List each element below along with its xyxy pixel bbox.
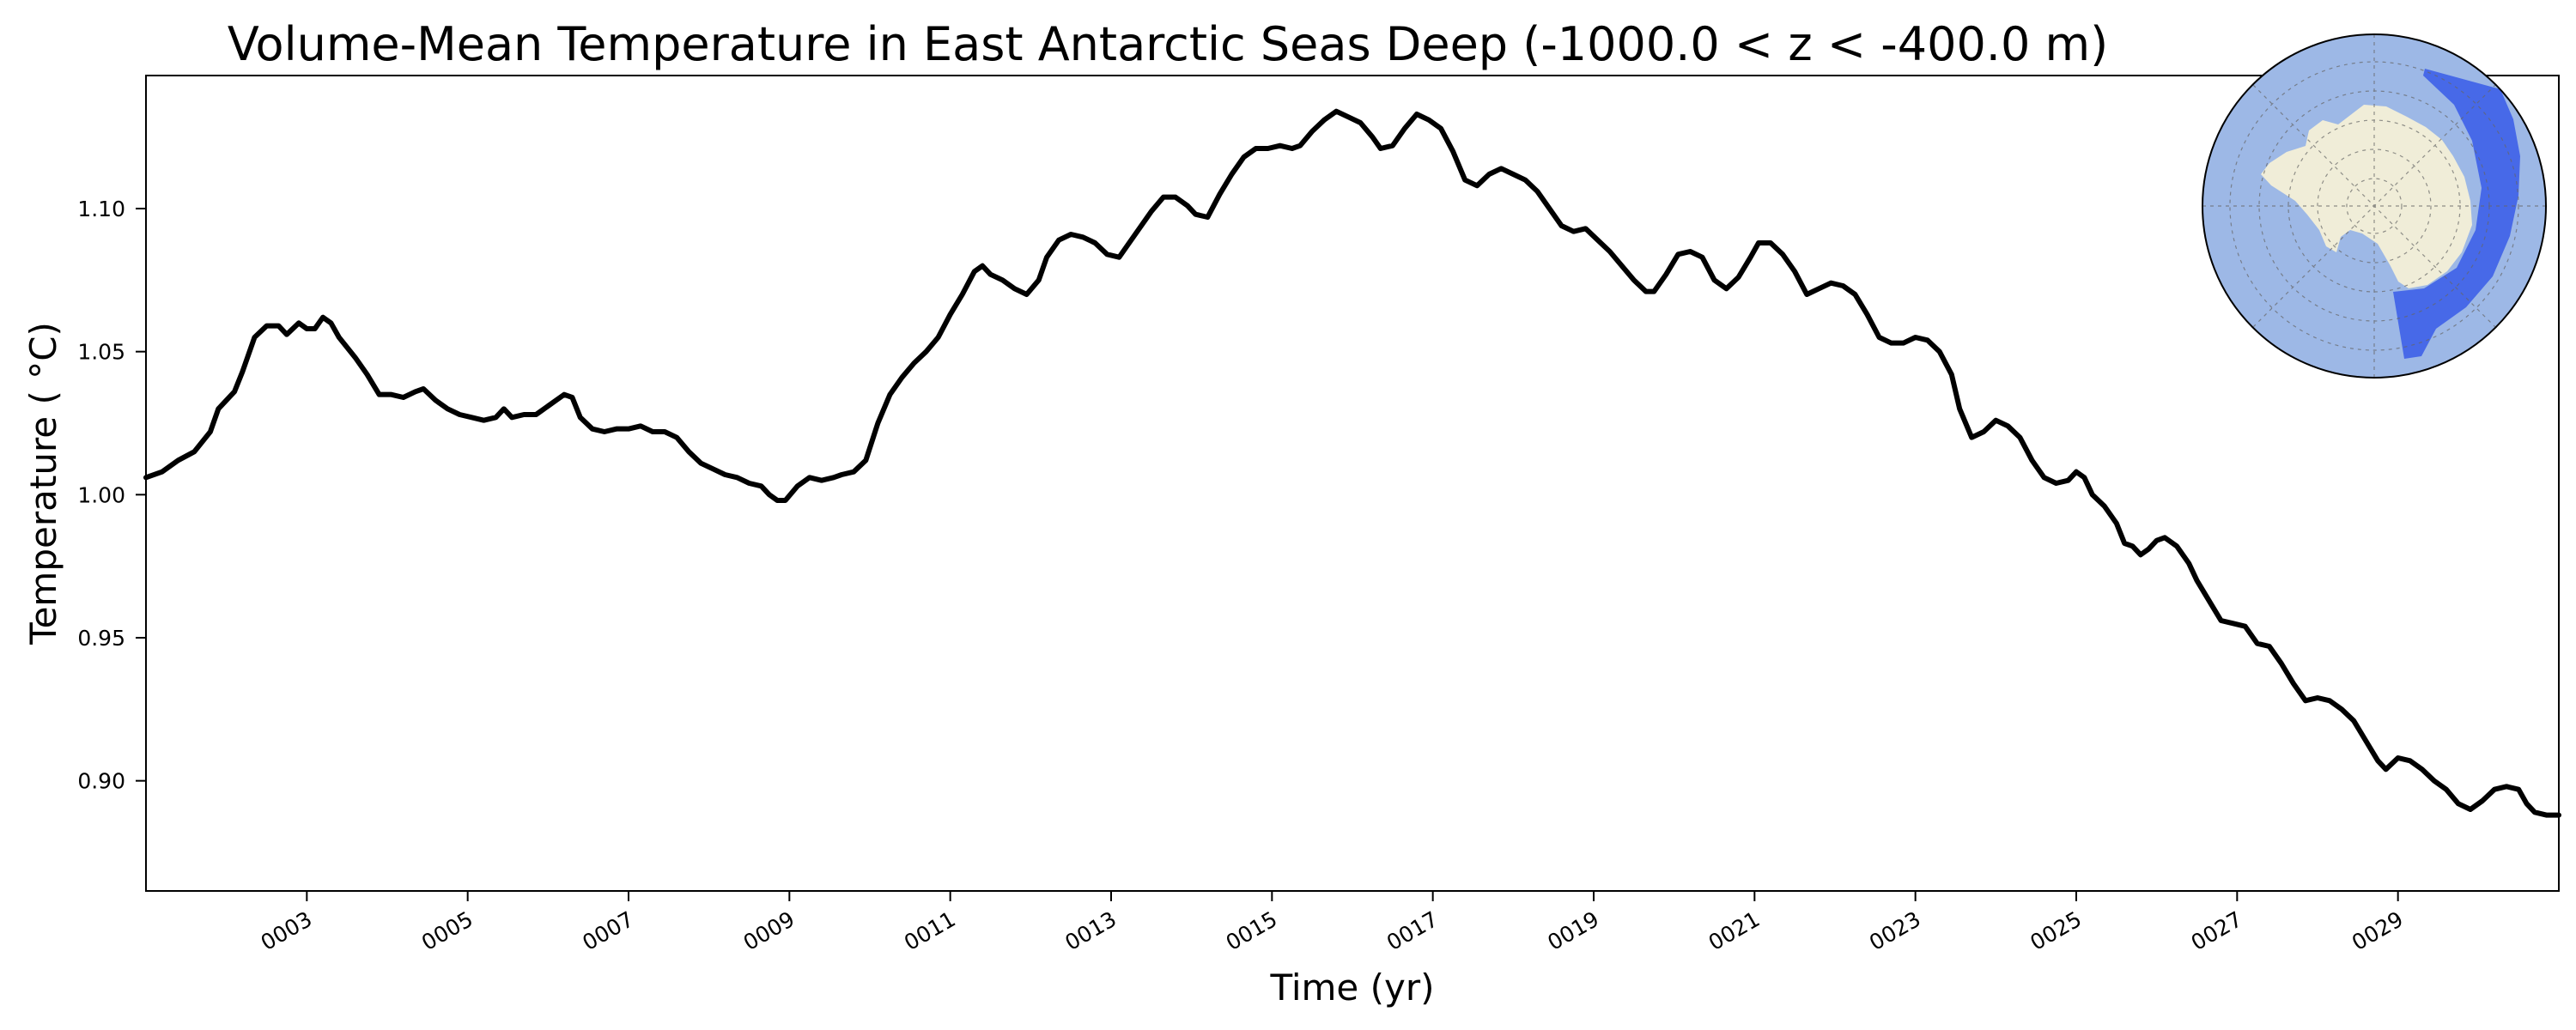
inset-map-graticule bbox=[2202, 34, 2546, 378]
y-tick-label: 1.00 bbox=[77, 482, 125, 507]
inset-map-land bbox=[2261, 105, 2472, 288]
y-tick-label: 0.90 bbox=[77, 769, 125, 794]
x-axis: 0003 0005 0007 0009 0011 0013 0015 0017 0019 0021… bbox=[257, 891, 2408, 955]
y-axis: 0.90 0.95 1.00 1.05 1.10 bbox=[77, 197, 146, 794]
chart-title: Volume-Mean Temperature in East Antarcti… bbox=[228, 17, 2108, 71]
y-axis-label: Temperature ( °C) bbox=[22, 322, 64, 645]
x-tick-label: 0023 bbox=[1865, 906, 1925, 955]
x-tick-label: 0015 bbox=[1222, 906, 1282, 955]
inset-map bbox=[2202, 33, 2547, 379]
inset-map-border bbox=[2202, 33, 2547, 379]
x-tick-label: 0025 bbox=[2026, 906, 2086, 955]
y-tick-label: 0.95 bbox=[77, 626, 125, 651]
y-tick-label: 1.10 bbox=[77, 197, 125, 221]
x-tick-label: 0011 bbox=[900, 906, 960, 955]
x-tick-label: 0007 bbox=[578, 906, 638, 955]
x-axis-label: Time (yr) bbox=[1269, 966, 1434, 1009]
inset-map-region bbox=[2393, 69, 2520, 359]
y-tick-label: 1.05 bbox=[77, 340, 125, 365]
x-tick-label: 0003 bbox=[257, 906, 317, 955]
x-tick-label: 0005 bbox=[417, 906, 477, 955]
x-tick-label: 0017 bbox=[1382, 906, 1443, 955]
x-tick-label: 0027 bbox=[2187, 906, 2247, 955]
x-tick-label: 0019 bbox=[1543, 906, 1603, 955]
x-tick-label: 0013 bbox=[1060, 906, 1121, 955]
temperature-line bbox=[143, 108, 2561, 818]
x-tick-label: 0029 bbox=[2348, 906, 2408, 955]
plot-area bbox=[145, 75, 2560, 892]
x-tick-label: 0021 bbox=[1704, 906, 1765, 955]
x-tick-label: 0009 bbox=[739, 906, 799, 955]
